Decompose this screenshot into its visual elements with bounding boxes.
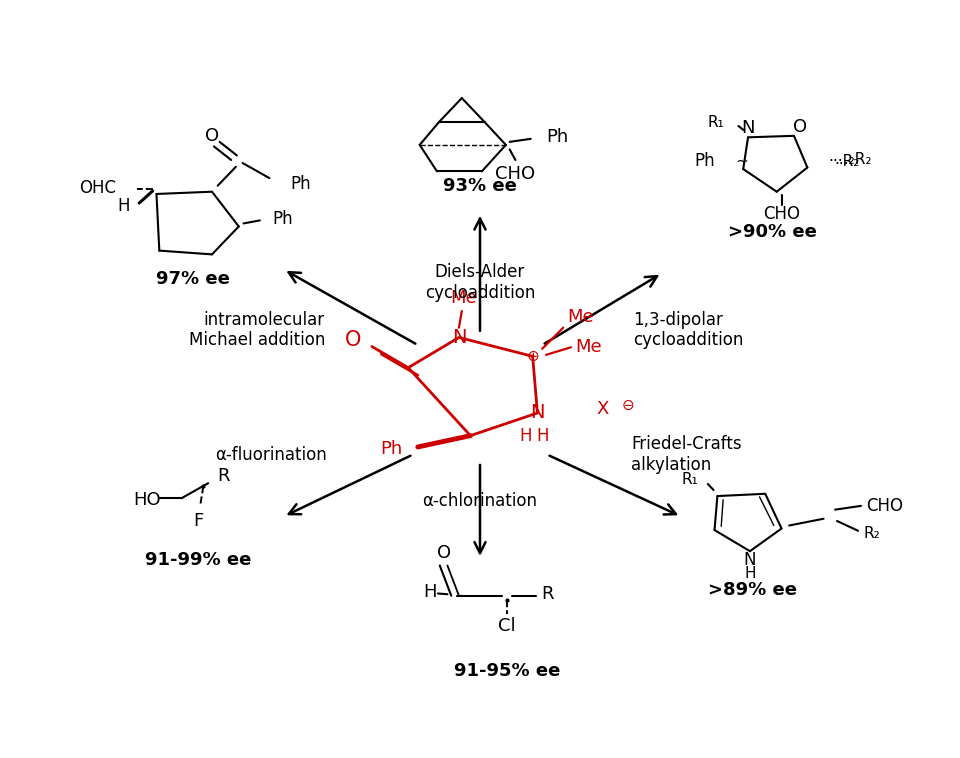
Text: 93% ee: 93% ee — [444, 177, 516, 196]
Text: 91-95% ee: 91-95% ee — [454, 662, 560, 680]
Text: HO: HO — [133, 491, 161, 509]
Text: H: H — [744, 566, 756, 581]
Text: Me: Me — [450, 290, 477, 307]
Text: O: O — [345, 330, 361, 350]
Text: Ph: Ph — [546, 128, 568, 146]
Text: >89% ee: >89% ee — [708, 581, 798, 600]
Text: 1,3-dipolar
cycloaddition: 1,3-dipolar cycloaddition — [634, 311, 744, 349]
Text: CHO: CHO — [763, 205, 800, 224]
Text: ~: ~ — [735, 154, 749, 169]
Text: Ph: Ph — [694, 152, 714, 171]
Text: X: X — [596, 400, 609, 418]
Text: Me: Me — [575, 338, 602, 356]
Text: H: H — [536, 427, 548, 445]
Text: 91-99% ee: 91-99% ee — [145, 551, 252, 569]
Text: ⊕: ⊕ — [526, 349, 539, 364]
Text: R: R — [540, 585, 553, 603]
Text: H: H — [423, 583, 437, 601]
Text: H: H — [519, 427, 532, 445]
Text: Diels-Alder
cycloaddition: Diels-Alder cycloaddition — [425, 263, 535, 302]
Text: N: N — [530, 403, 544, 422]
Text: α-chlorination: α-chlorination — [422, 493, 538, 510]
Text: CHO: CHO — [495, 164, 536, 183]
Text: Friedel-Crafts
alkylation: Friedel-Crafts alkylation — [632, 435, 742, 474]
Text: N: N — [452, 328, 467, 347]
Text: 97% ee: 97% ee — [156, 271, 229, 288]
Text: H: H — [117, 197, 130, 215]
Text: Ph: Ph — [273, 210, 293, 228]
Text: α-fluorination: α-fluorination — [215, 446, 326, 464]
Text: Cl: Cl — [498, 617, 516, 635]
Text: R₁: R₁ — [682, 472, 698, 487]
Text: OHC: OHC — [80, 179, 116, 197]
Text: F: F — [194, 512, 204, 530]
Text: CHO: CHO — [866, 497, 902, 515]
Text: R₁: R₁ — [708, 114, 724, 130]
Text: >90% ee: >90% ee — [728, 223, 816, 241]
Text: Ph: Ph — [291, 175, 311, 193]
Text: ···R₂: ···R₂ — [828, 154, 860, 169]
Text: O: O — [437, 544, 450, 562]
Text: N: N — [744, 551, 756, 569]
Text: R₂: R₂ — [864, 526, 880, 541]
Text: ...₂R₂: ...₂R₂ — [834, 152, 872, 168]
Text: R: R — [218, 467, 230, 484]
Text: ⊖: ⊖ — [622, 398, 635, 413]
Text: O: O — [204, 127, 219, 145]
Text: O: O — [793, 117, 806, 136]
Text: Ph: Ph — [380, 440, 402, 459]
Text: Me: Me — [567, 308, 594, 326]
Text: N: N — [741, 119, 755, 137]
Text: intramolecular
Michael addition: intramolecular Michael addition — [188, 311, 324, 349]
